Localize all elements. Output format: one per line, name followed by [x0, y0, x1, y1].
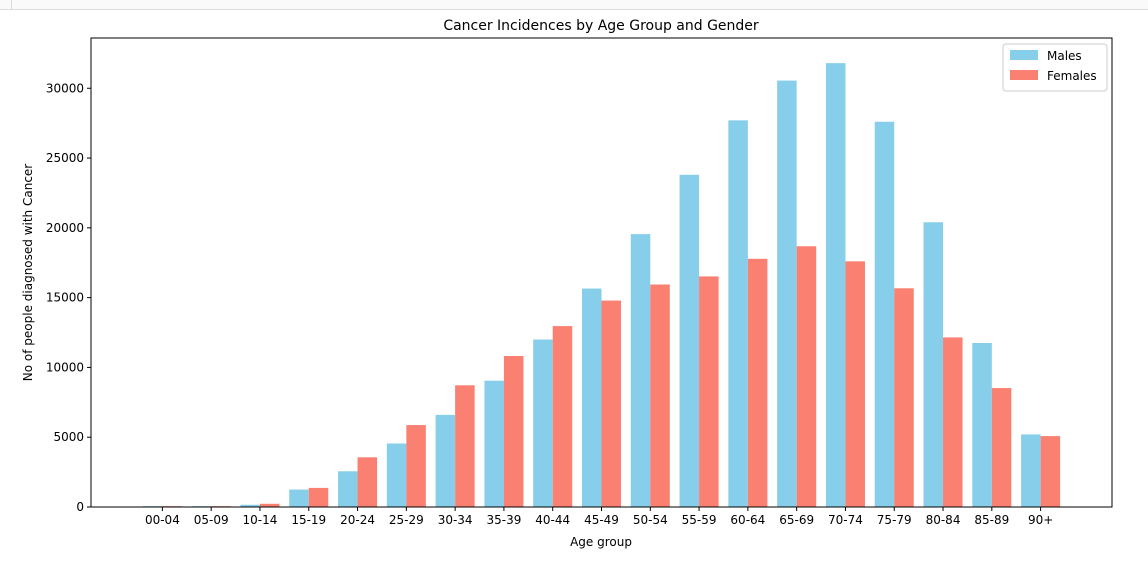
bar-females-55-59: [699, 276, 719, 507]
bar-males-85-89: [972, 342, 992, 507]
x-tick-label: 85-89: [974, 513, 1009, 527]
x-tick-label: 40-44: [535, 513, 570, 527]
bar-males-60-64: [728, 120, 748, 507]
bar-males-15-19: [289, 489, 309, 507]
y-tick-label: 0: [76, 500, 84, 514]
bar-females-10-14: [259, 503, 280, 507]
legend-label-females: Females: [1047, 69, 1097, 83]
x-axis-ticks: 00-04 05-09 10-14 15-19 20-24 25-29 30-34 35-39…: [145, 507, 1053, 527]
x-tick-label: 70-74: [828, 513, 863, 527]
bar-males-20-24: [338, 471, 358, 507]
x-tick-label: 90+: [1028, 513, 1053, 527]
x-tick-label: 75-79: [877, 513, 912, 527]
bar-females-60-64: [747, 258, 768, 507]
bar-males-65-69: [777, 80, 797, 507]
x-tick-label: 00-04: [145, 513, 180, 527]
bar-males-80-84: [923, 222, 944, 507]
bar-females-85-89: [991, 388, 1012, 507]
bar-males-55-59: [679, 174, 700, 508]
y-tick-label: 25000: [46, 151, 84, 165]
x-tick-label: 10-14: [243, 513, 278, 527]
y-axis-label: No of people diagnosed with Cancer: [21, 164, 35, 382]
x-tick-label: 30-34: [438, 513, 473, 527]
x-axis-label: Age group: [570, 535, 632, 549]
y-tick-label: 15000: [46, 291, 84, 305]
x-tick-label: 05-09: [194, 513, 229, 527]
bar-females-20-24: [357, 457, 378, 507]
bar-females-90+: [1040, 436, 1061, 507]
x-tick-label: 20-24: [340, 513, 375, 527]
bar-males-40-44: [533, 339, 553, 507]
bar-males-70-74: [825, 63, 846, 508]
bar-females-75-79: [894, 288, 914, 507]
bar-males-90+: [1021, 434, 1041, 507]
bar-females-40-44: [552, 326, 573, 507]
y-axis-ticks: 0 5000 10000 15000 20000 25000 30000: [46, 81, 91, 514]
x-tick-label: 25-29: [389, 513, 424, 527]
bar-females-15-19: [308, 487, 329, 507]
x-tick-label: 50-54: [633, 513, 668, 527]
bar-males-35-39: [484, 380, 504, 507]
y-tick-label: 30000: [46, 81, 84, 95]
bar-males-30-34: [435, 414, 456, 508]
x-tick-label: 55-59: [682, 513, 717, 527]
legend: Males Females: [1002, 43, 1108, 92]
bar-females-45-49: [601, 300, 622, 507]
bars-group: [142, 63, 1061, 508]
plot-frame: [90, 37, 1113, 508]
legend-label-males: Males: [1047, 49, 1082, 63]
x-tick-label: 60-64: [730, 513, 765, 527]
x-tick-label: 45-49: [584, 513, 619, 527]
bar-females-25-29: [406, 425, 426, 507]
y-tick-label: 5000: [53, 430, 84, 444]
y-tick-label: 20000: [46, 221, 84, 235]
legend-swatch-males: [1010, 50, 1038, 60]
bar-females-80-84: [943, 337, 963, 507]
legend-swatch-females: [1010, 70, 1038, 80]
y-tick-label: 10000: [46, 360, 84, 374]
bar-males-75-79: [874, 121, 895, 507]
bar-females-35-39: [503, 355, 524, 507]
window-top-border: [0, 0, 1148, 10]
x-tick-label: 80-84: [926, 513, 961, 527]
bar-females-50-54: [650, 284, 670, 507]
bar-males-10-14: [240, 504, 260, 507]
bar-males-25-29: [386, 443, 407, 507]
bar-females-65-69: [796, 246, 817, 507]
x-tick-label: 15-19: [291, 513, 326, 527]
window-left-rule: [11, 0, 12, 10]
chart-title: Cancer Incidences by Age Group and Gende…: [443, 18, 759, 34]
x-tick-label: 35-39: [486, 513, 521, 527]
bar-males-50-54: [630, 234, 651, 508]
x-tick-label: 65-69: [779, 513, 814, 527]
bar-females-70-74: [845, 261, 865, 507]
bar-females-30-34: [455, 385, 475, 507]
bar-males-45-49: [581, 288, 602, 507]
